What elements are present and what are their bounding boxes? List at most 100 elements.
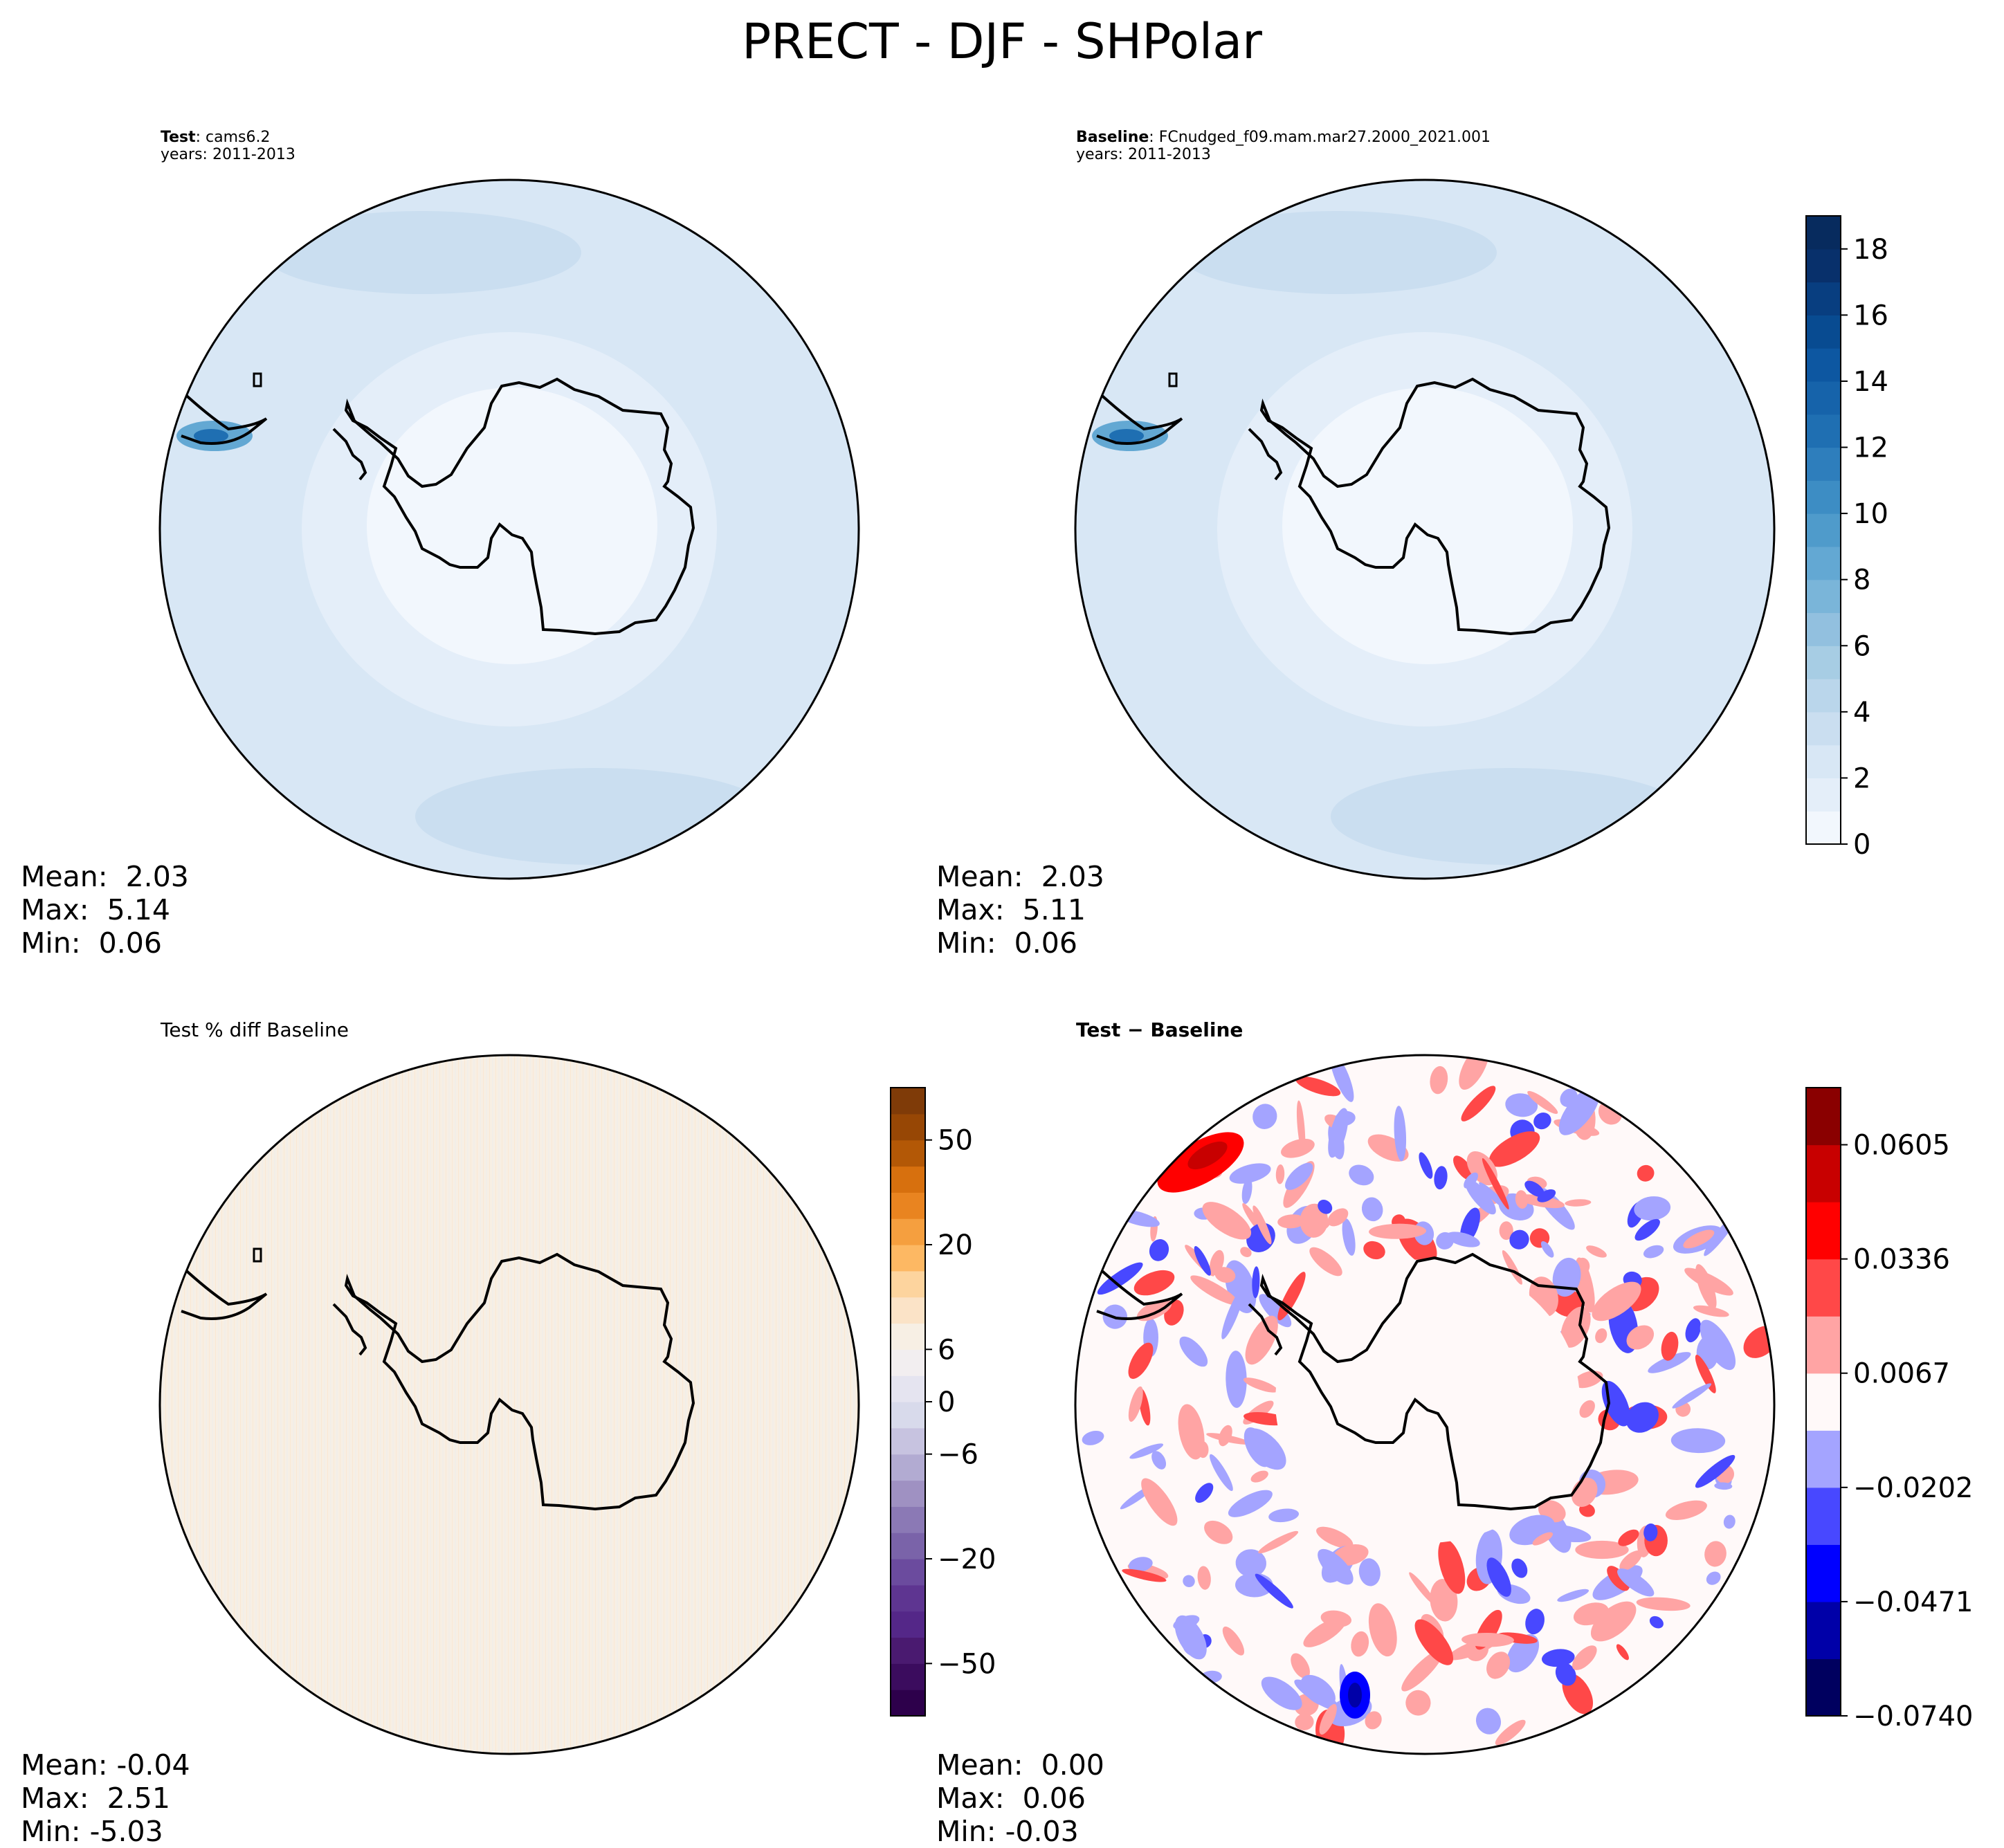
diff-anomaly-patch: [1202, 1202, 1252, 1240]
diff-anomaly-patch: [1351, 1631, 1369, 1657]
diff-anomaly-patch: [1316, 1526, 1354, 1548]
diff-anomaly-patch: [1643, 1245, 1664, 1259]
diff-anomaly-patch: [1636, 1597, 1691, 1611]
pctdiff-colorbar-tick-label: −50: [938, 1648, 996, 1680]
diff-anomaly-patch: [1342, 1218, 1356, 1256]
test-field-band: [263, 211, 581, 294]
precip-tick-label: 2: [1853, 762, 1870, 794]
pctdiff-field: [160, 1055, 859, 1754]
test-years: years: 2011-2013: [161, 146, 295, 164]
diff-anomaly-patches: [1082, 1055, 1774, 1754]
pctdiff-colorbar-level-3: [891, 1611, 925, 1638]
diff-anomaly-patch: [1196, 1440, 1209, 1458]
test-south-america: [180, 390, 268, 445]
pctdiff-colorbar-level-21: [891, 1140, 925, 1167]
precip-tick-label: 16: [1853, 300, 1888, 331]
precip-tick-label: 4: [1853, 697, 1870, 729]
diff-anomaly-patch: [1277, 1214, 1306, 1229]
pctdiff-colorbar-tick-label: −6: [938, 1439, 978, 1471]
pctdiff-map: [158, 1054, 860, 1755]
diff-anomaly-patch: [1365, 1711, 1382, 1730]
diff-colorbar-level-9: [1806, 1144, 1841, 1202]
diff-anomaly-patch: [1318, 1200, 1333, 1214]
pctdiff-colorbar: −50 −20 −6 0 6 20 50: [890, 1087, 996, 1717]
precip-colorbar-level-3: [1806, 711, 1841, 746]
precip-tick-label: 0: [1853, 829, 1870, 861]
pctdiff-subtitle: Test % diff Baseline: [161, 1018, 349, 1041]
diff-anomaly-patch: [1250, 1470, 1268, 1483]
diff-anomaly-patch: [1540, 1241, 1554, 1258]
diff-anomaly-patch: [1524, 1180, 1545, 1197]
diff-anomaly-patch: [1430, 1065, 1448, 1095]
test-field-interior: [367, 387, 657, 664]
test-map: [158, 179, 860, 880]
diff-anomaly-patch: [1683, 1229, 1715, 1249]
baseline-field-interior: [1282, 387, 1573, 664]
diff-anomaly-patch: [1464, 1178, 1496, 1215]
pctdiff-colorbar-level-4: [891, 1584, 925, 1612]
test-stats: Mean: 2.03 Max: 5.14 Min: 0.06: [21, 860, 189, 960]
diff-anomaly-patch: [1461, 1086, 1496, 1122]
pctdiff-min: Min: -5.03: [21, 1815, 163, 1848]
diff-anomaly-patch: [1309, 1247, 1342, 1277]
diff-anomaly-patch: [1245, 1315, 1278, 1365]
baseline-stats: Mean: 2.03 Max: 5.11 Min: 0.06: [936, 860, 1104, 960]
diff-anomaly-patch: [1607, 1566, 1630, 1591]
diff-anomaly-patch: [1572, 1645, 1597, 1670]
diff-colorbar-level-1: [1806, 1601, 1841, 1660]
pctdiff-colorbar-level-2: [891, 1637, 925, 1664]
diff-anomaly-patch: [1527, 1090, 1558, 1114]
baseline-max: Max: 5.11: [936, 893, 1086, 926]
diff-anomaly-patch: [1434, 1166, 1448, 1190]
diff-anomaly-patch: [1219, 1425, 1232, 1447]
precip-colorbar-level-5: [1806, 646, 1841, 679]
diff-colorbar-tick-label: −0.0471: [1853, 1586, 1973, 1618]
diff-anomaly-patch: [1149, 1239, 1169, 1261]
diff-anomaly-patch: [1194, 1246, 1211, 1276]
diff-anomaly-patch: [1438, 1539, 1466, 1594]
diff-anomaly-patch: [1649, 1616, 1664, 1629]
diff-anomaly-patch: [1409, 1572, 1437, 1606]
baseline-subtitle: Baseline: FCnudged_f09.mam.mar27.2000_20…: [1076, 129, 1491, 164]
diff-stats: Mean: 0.00 Max: 0.06 Min: -0.03: [936, 1748, 1104, 1848]
diff-anomaly-patch: [1129, 1557, 1153, 1572]
diff-anomaly-patch: [1414, 1619, 1454, 1665]
diff-anomaly-patch: [1235, 1549, 1266, 1577]
diff-anomaly-patch: [1259, 1294, 1292, 1328]
test-label: Test: [161, 129, 196, 146]
diff-max: Max: 0.06: [936, 1782, 1086, 1815]
precip-colorbar-level-7: [1806, 579, 1841, 614]
diff-anomaly-patch: [1700, 1319, 1736, 1371]
diff-label: Test − Baseline: [1076, 1018, 1244, 1041]
precip-colorbar-level-12: [1806, 414, 1841, 448]
diff-anomaly-patch: [1401, 1649, 1443, 1692]
pctdiff-colorbar-tick-label: 50: [938, 1125, 973, 1157]
precip-colorbar-level-16: [1806, 282, 1841, 315]
precip-colorbar-level-2: [1806, 744, 1841, 779]
diff-anomaly-patch: [1327, 1208, 1349, 1227]
diff-anomaly-patch: [1258, 1530, 1299, 1554]
diff-anomaly-patch: [1661, 1331, 1679, 1361]
pctdiff-colorbar-level-17: [891, 1245, 925, 1272]
diff-anomaly-patch: [1268, 1508, 1300, 1523]
diff-anomaly-patch: [1229, 1163, 1271, 1184]
diff-anomaly-patch: [1533, 1113, 1551, 1130]
precip-colorbar: 0 2 4 6 8 10 12 14 16 18: [1805, 215, 1888, 861]
diff-anomaly-patch: [1486, 1557, 1511, 1597]
diff-anomaly-patch: [1226, 1351, 1247, 1408]
pctdiff-stats: Mean: -0.04 Max: 2.51 Min: -5.03: [21, 1748, 190, 1848]
diff-anomaly-patch: [1626, 1325, 1655, 1350]
precip-colorbar-level-15: [1806, 315, 1841, 349]
test-island: [253, 372, 262, 387]
baseline-field-band: [1178, 211, 1497, 294]
diff-anomaly-patch: [1204, 1520, 1233, 1544]
diff-anomaly-patch: [1241, 1178, 1252, 1205]
precip-colorbar-level-1: [1806, 778, 1841, 812]
diff-anomaly-patch: [1557, 1589, 1589, 1602]
diff-anomaly-patch: [1252, 1205, 1272, 1245]
diff-anomaly-patch: [1228, 1490, 1273, 1517]
pctdiff-south-america: [180, 1265, 268, 1320]
diff-anomaly-patch: [1634, 1196, 1671, 1221]
diff-colorbar-level-5: [1806, 1373, 1841, 1431]
diff-anomaly-patch: [1129, 1443, 1164, 1459]
